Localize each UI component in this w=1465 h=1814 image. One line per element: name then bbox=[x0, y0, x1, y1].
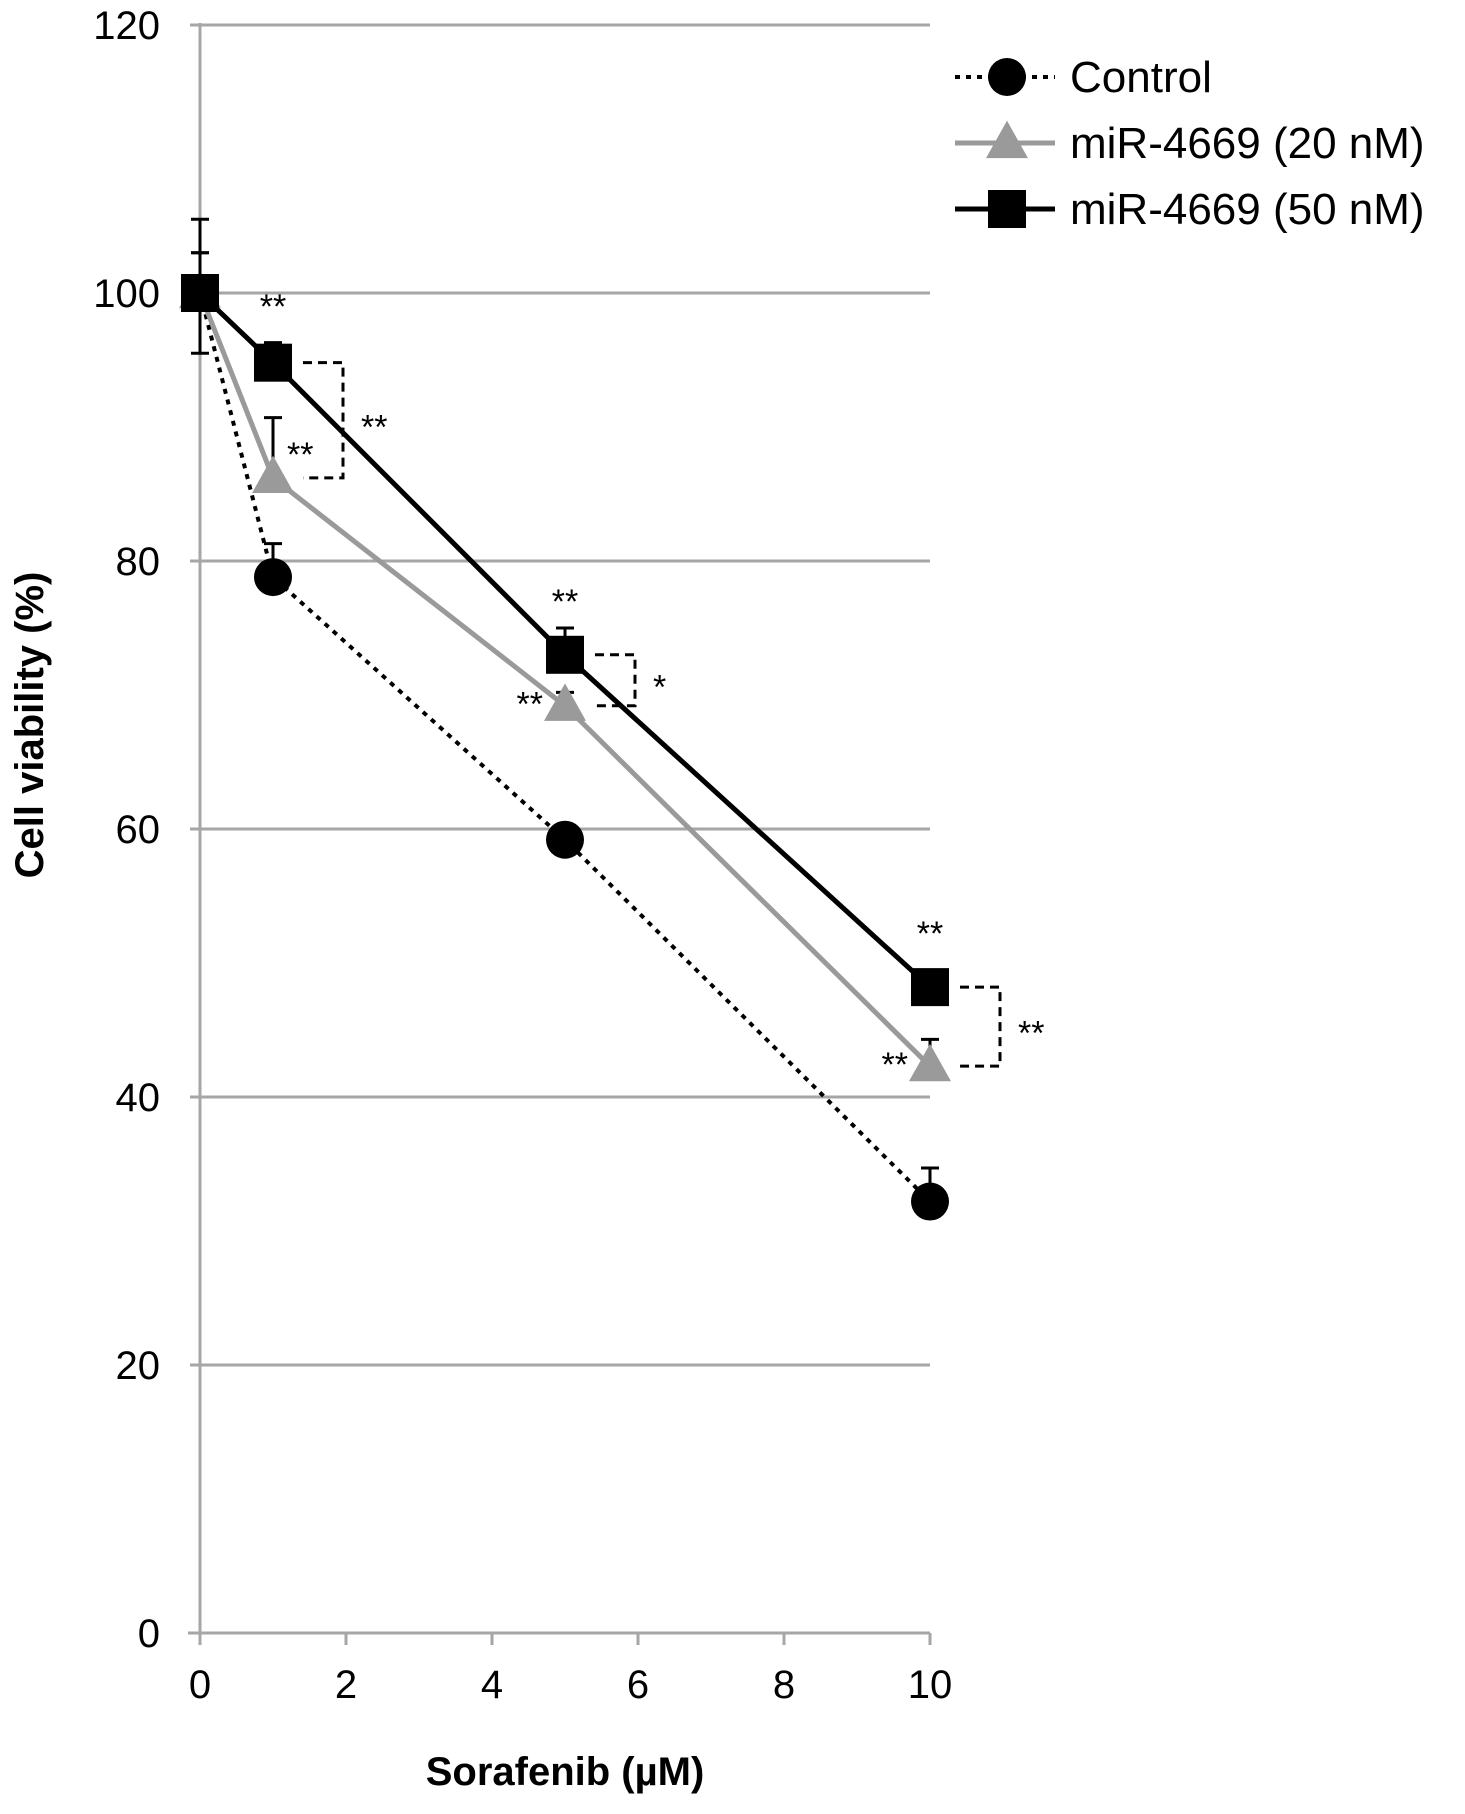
significance-label-3: ** bbox=[517, 686, 543, 724]
x-axis-title: Sorafenib (µM) bbox=[426, 1750, 705, 1794]
data-point-0-1 bbox=[254, 558, 292, 597]
legend-marker-1 bbox=[986, 120, 1028, 159]
data-point-0-2 bbox=[546, 820, 584, 859]
x-tick-label-10: 10 bbox=[908, 1663, 953, 1707]
data-point-2-1 bbox=[254, 343, 292, 382]
legend-marker-2 bbox=[988, 190, 1026, 228]
significance-label-1: ** bbox=[287, 436, 313, 474]
y-tick-label-100: 100 bbox=[93, 272, 160, 316]
bracket-label-0: ** bbox=[361, 408, 387, 446]
legend-label-1: miR-4669 (20 nM) bbox=[1070, 119, 1425, 168]
x-tick-label-8: 8 bbox=[773, 1663, 795, 1707]
significance-label-5: ** bbox=[882, 1046, 908, 1084]
legend-entry-2: miR-4669 (50 nM) bbox=[955, 185, 1425, 234]
legend-label-0: Control bbox=[1070, 53, 1212, 102]
x-tick-label-4: 4 bbox=[481, 1663, 503, 1707]
x-tick-label-2: 2 bbox=[335, 1663, 357, 1707]
x-tick-label-6: 6 bbox=[627, 1663, 649, 1707]
legend: Control miR-4669 (20 nM) miR-4669 (50 nM) bbox=[955, 53, 1425, 234]
series-0 bbox=[181, 251, 949, 1221]
y-tick-label-20: 20 bbox=[116, 1344, 161, 1388]
bracket-label-1: * bbox=[653, 668, 666, 706]
legend-marker-0 bbox=[988, 58, 1026, 96]
significance-label-4: ** bbox=[917, 915, 943, 953]
y-tick-label-80: 80 bbox=[116, 540, 161, 584]
y-tick-label-60: 60 bbox=[116, 808, 161, 852]
series-line-1 bbox=[197, 292, 932, 1068]
series-line-0 bbox=[198, 292, 932, 1203]
series bbox=[179, 217, 951, 1221]
data-point-0-3 bbox=[911, 1182, 949, 1221]
significance-label-0: ** bbox=[260, 288, 286, 326]
bracket-label-2: ** bbox=[1018, 1015, 1044, 1053]
significance-label-2: ** bbox=[552, 583, 578, 621]
x-tick-label-0: 0 bbox=[189, 1663, 211, 1707]
series-2 bbox=[181, 217, 949, 1007]
legend-label-2: miR-4669 (50 nM) bbox=[1070, 185, 1425, 234]
bracket-0 bbox=[303, 361, 345, 480]
data-point-2-2 bbox=[546, 635, 584, 674]
y-tick-label-120: 120 bbox=[93, 4, 160, 48]
data-point-1-3 bbox=[909, 1043, 951, 1082]
y-tick-label-0: 0 bbox=[138, 1612, 160, 1656]
axes: 0 20 40 60 80 100 120 0 2 4 6 8 10 bbox=[93, 4, 952, 1707]
legend-entry-1: miR-4669 (20 nM) bbox=[955, 119, 1425, 168]
y-tick-label-40: 40 bbox=[116, 1076, 161, 1120]
y-axis-title: Cell viability (%) bbox=[8, 572, 52, 879]
bracket-2 bbox=[960, 985, 1002, 1068]
annotations: ***************** bbox=[191, 288, 1044, 1084]
bracket-1 bbox=[595, 653, 637, 708]
series-line-2 bbox=[198, 291, 932, 989]
data-point-1-1 bbox=[252, 455, 294, 494]
data-point-1-2 bbox=[544, 683, 586, 721]
legend-entry-0: Control bbox=[955, 53, 1212, 102]
data-point-2-3 bbox=[911, 968, 949, 1007]
